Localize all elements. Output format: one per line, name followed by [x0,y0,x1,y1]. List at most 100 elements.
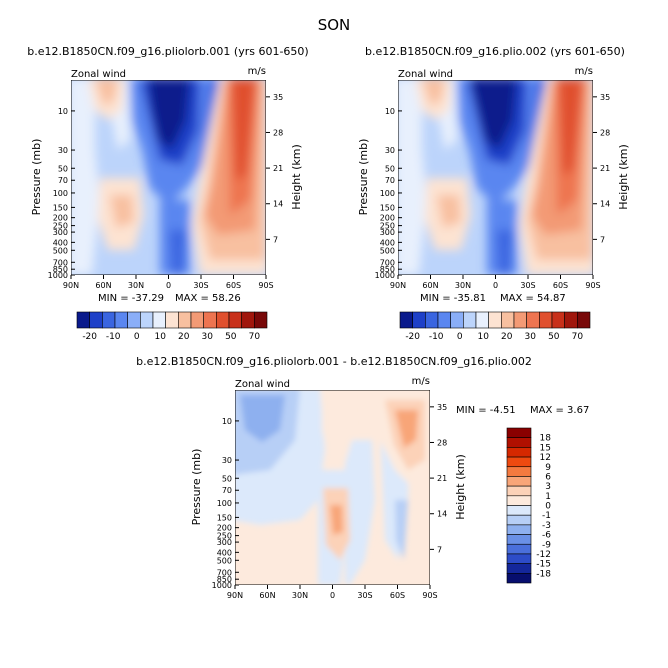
panel-1-units: m/s [248,66,266,77]
y-right-tick-label: 21 [273,164,283,173]
panel-3-min-label: MIN = -4.51 [456,405,516,416]
panel-1-colorbar: -20 -10 0 10 20 30 50 70 [76,311,268,342]
colorbar-swatch [506,543,532,555]
panel-2-ylabel: Pressure (mb) [357,139,370,216]
colorbar-label: 15 [540,443,551,453]
colorbar-swatch [152,311,166,329]
y-tick-label: 10 [58,107,68,116]
y-tick-label: 300 [217,538,232,547]
colorbar-swatch [76,311,90,329]
panel-2-min-label: MIN = -35.81 [420,293,486,304]
colorbar-label: 20 [501,332,513,342]
y-tick-label: 100 [217,499,232,508]
panel-1-min-label: MIN = -37.29 [98,293,164,304]
colorbar-label: -18 [536,569,551,579]
colorbar-swatch [102,311,116,329]
y-tick-label: 70 [385,176,395,185]
y-tick-label: 500 [380,246,395,255]
colorbar-swatch [506,456,532,468]
x-tick-label: 0 [493,281,498,290]
x-tick-label: 30N [455,281,471,290]
colorbar-swatch [506,437,532,448]
colorbar-swatch [425,311,439,329]
y-tick-label: 500 [217,556,232,565]
panel-3-max-label: MAX = 3.67 [530,405,589,416]
y-tick-label: 200 [217,524,232,533]
y-tick-label: 850 [53,265,68,274]
panel-2-field [398,80,593,275]
y-right-tick-label: 7 [437,545,442,554]
figure-title: SON [318,16,351,34]
colorbar-swatch [526,311,540,329]
y-tick-label: 700 [380,258,395,267]
panel-3-y-ticks-right: 35 28 21 14 7 [430,403,447,554]
colorbar-label: 12 [540,453,551,463]
y-tick-label: 30 [385,146,395,155]
panel-2-y-ticks-right: 35 28 21 14 7 [593,93,610,244]
y-right-tick-label: 14 [273,200,283,209]
colorbar-swatch [506,466,532,477]
y-tick-label: 1000 [48,271,68,280]
colorbar-swatch [450,311,464,329]
y-tick-label: 10 [222,417,232,426]
colorbar-swatch [114,311,128,329]
colorbar-swatch [506,563,532,574]
x-tick-label: 30N [292,591,308,600]
y-right-tick-label: 28 [437,438,447,447]
colorbar-label: 10 [155,332,167,342]
panel-3-field [235,390,430,585]
colorbar-swatch [506,553,532,564]
y-tick-label: 100 [53,189,68,198]
colorbar-swatch [127,311,141,329]
colorbar-label: 20 [178,332,190,342]
x-tick-label: 30S [357,591,372,600]
x-tick-label: 60N [95,281,111,290]
colorbar-label: 1 [545,492,551,502]
colorbar-label: 10 [478,332,490,342]
panel-3-title: b.e12.B1850CN.f09_g16.pliolorb.001 - b.e… [136,355,532,368]
x-tick-label: 90S [258,281,273,290]
panel-3-units: m/s [412,376,430,387]
y-tick-label: 400 [380,238,395,247]
colorbar-label: 9 [545,463,551,473]
colorbar-swatch [506,485,532,497]
colorbar-label: 0 [134,332,140,342]
panel-2: b.e12.B1850CN.f09_g16.plio.002 (yrs 601-… [357,45,630,342]
colorbar-swatch [216,311,230,329]
y-tick-label: 850 [380,265,395,274]
panel-3-field-label: Zonal wind [235,379,290,390]
panel-1-max-label: MAX = 58.26 [175,293,241,304]
panel-1-title: b.e12.B1850CN.f09_g16.pliolorb.001 (yrs … [27,45,308,58]
x-tick-label: 90N [390,281,406,290]
y-right-tick-label: 28 [273,128,283,137]
colorbar-label: 6 [545,472,551,482]
y-tick-label: 400 [53,238,68,247]
y-tick-label: 100 [380,189,395,198]
y-tick-label: 400 [217,548,232,557]
x-tick-label: 90S [585,281,600,290]
colorbar-label: 0 [457,332,463,342]
x-tick-label: 60S [553,281,568,290]
y-right-tick-label: 14 [600,200,610,209]
panel-3-ylabel-right: Height (km) [454,454,467,520]
y-right-tick-label: 28 [600,128,610,137]
y-tick-label: 850 [217,575,232,584]
panel-1-ylabel-right: Height (km) [290,144,303,210]
panel-3: b.e12.B1850CN.f09_g16.pliolorb.001 - b.e… [136,355,589,600]
y-tick-label: 200 [380,214,395,223]
colorbar-swatch [228,311,242,329]
panel-1-ylabel: Pressure (mb) [30,139,43,216]
colorbar-swatch [539,311,553,329]
y-tick-label: 50 [385,164,395,173]
panel-1-y-ticks-right: 35 28 21 14 7 [266,93,283,244]
colorbar-swatch [506,505,532,516]
y-tick-label: 30 [58,146,68,155]
colorbar-swatch [506,447,532,458]
colorbar-swatch [551,311,565,329]
y-right-tick-label: 7 [273,235,278,244]
colorbar-swatch [399,311,413,329]
colorbar-label: 70 [249,332,261,342]
panel-3-x-ticks: 90N 60N 30N 0 30S 60S 90S [227,585,438,600]
panel-2-ylabel-right: Height (km) [617,144,630,210]
